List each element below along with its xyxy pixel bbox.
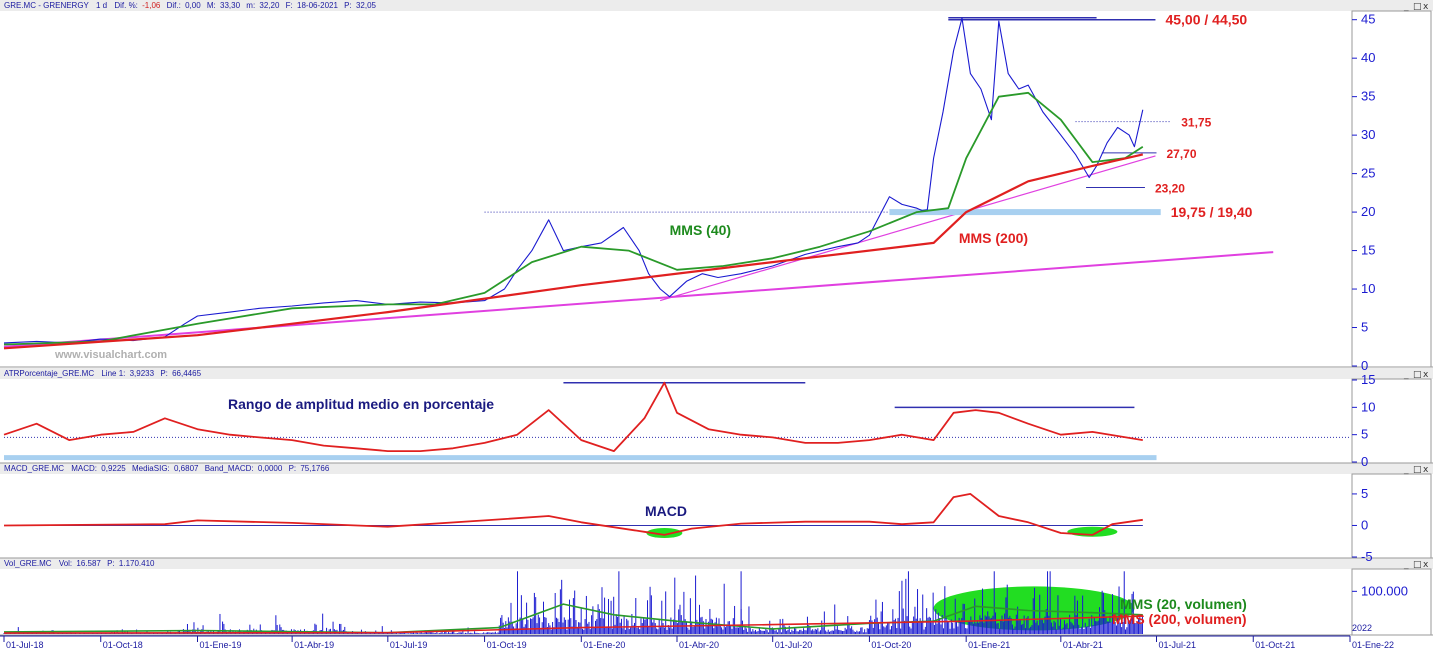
y-tick-label: 15 <box>1361 243 1375 258</box>
x-tick-label: 01-Oct-21 <box>1255 640 1295 650</box>
volume-panel-header: Vol_GRE.MC Vol: 16.587 P: 1.170.410 <box>4 559 155 568</box>
atr-restore-icon[interactable]: □ <box>1413 370 1422 380</box>
y-tick-label: 15 <box>1361 372 1375 387</box>
y-tick-label: 5 <box>1361 486 1368 501</box>
close-icon[interactable]: x <box>1423 2 1429 12</box>
x-tick-label: 01-Ene-22 <box>1352 640 1394 650</box>
level-label: 19,75 / 19,40 <box>1171 204 1253 220</box>
x-tick-label: 01-Ene-19 <box>199 640 241 650</box>
level-label: 45,00 / 44,50 <box>1165 12 1247 28</box>
y-tick-label: 0 <box>1361 454 1368 469</box>
volume-window-controls[interactable]: _ □ x <box>1403 560 1429 570</box>
level-label: 31,75 <box>1181 116 1211 130</box>
x-tick-label: 01-Abr-20 <box>679 640 719 650</box>
macd-restore-icon[interactable]: □ <box>1413 465 1422 475</box>
year-marker: 2022 <box>1352 623 1372 633</box>
atr-panel-header: ATRPorcentaje_GRE.MC Line 1: 3,9233 P: 6… <box>4 369 202 378</box>
y-tick-label: 10 <box>1361 281 1375 296</box>
atr-minimize-icon[interactable]: _ <box>1403 370 1409 380</box>
level-label: 23,20 <box>1155 181 1185 195</box>
y-tick-label: -5 <box>1361 549 1373 564</box>
macd-panel-header: MACD_GRE.MC MACD: 0,9225 MediaSIG: 0,680… <box>4 464 330 473</box>
mms200-label: MMS (200) <box>959 230 1028 246</box>
macd-annotation: MACD <box>645 503 687 519</box>
x-tick-label: 01-Ene-20 <box>583 640 625 650</box>
y-tick-label: 0 <box>1361 517 1368 532</box>
y-tick-label: 100.000 <box>1361 583 1408 598</box>
x-tick-label: 01-Jul-19 <box>390 640 428 650</box>
level-label: 27,70 <box>1167 147 1197 161</box>
vol-close-icon[interactable]: x <box>1423 560 1429 570</box>
price-window-controls[interactable]: _ □ x <box>1403 2 1429 12</box>
y-tick-label: 5 <box>1361 427 1368 442</box>
x-tick-label: 01-Jul-20 <box>775 640 813 650</box>
legend-vol20: MMS (20, volumen) <box>1120 596 1247 612</box>
macd-window-controls[interactable]: _ □ x <box>1403 465 1429 475</box>
minimize-icon[interactable]: _ <box>1403 2 1409 12</box>
volume-y-axis: 100.000 <box>1352 583 1408 598</box>
x-tick-label: 01-Oct-19 <box>487 640 527 650</box>
y-tick-label: 5 <box>1361 320 1368 335</box>
y-tick-label: 10 <box>1361 399 1375 414</box>
y-tick-label: 45 <box>1361 12 1375 27</box>
y-tick-label: 30 <box>1361 127 1375 142</box>
y-tick-label: 20 <box>1361 204 1375 219</box>
y-tick-label: 25 <box>1361 166 1375 181</box>
x-tick-label: 01-Oct-20 <box>871 640 911 650</box>
y-tick-label: 35 <box>1361 89 1375 104</box>
mms40-label: MMS (40) <box>670 222 731 238</box>
macd-close-icon[interactable]: x <box>1423 465 1429 475</box>
atr-annotation: Rango de amplitud medio en porcentaje <box>228 396 494 412</box>
panel-header-bar-1 <box>0 368 1433 379</box>
y-tick-label: 0 <box>1361 358 1368 373</box>
x-tick-label: 01-Abr-19 <box>294 640 334 650</box>
atr-band <box>4 455 1157 460</box>
x-tick-label: 01-Jul-21 <box>1159 640 1197 650</box>
atr-window-controls[interactable]: _ □ x <box>1403 370 1429 380</box>
panel-header-bar-3 <box>0 558 1433 569</box>
x-tick-label: 01-Abr-21 <box>1063 640 1103 650</box>
x-tick-label: 01-Oct-18 <box>103 640 143 650</box>
macd-minimize-icon[interactable]: _ <box>1403 465 1409 475</box>
atr-close-icon[interactable]: x <box>1423 370 1429 380</box>
axis-frame-1 <box>1352 379 1431 463</box>
restore-icon[interactable]: □ <box>1413 2 1422 12</box>
price-panel-header: GRE.MC - GRENERGY 1 d Dif. %: -1,06 Dif.… <box>4 1 377 10</box>
legend-vol200: MMS (200, volumen) <box>1112 611 1247 627</box>
vol-restore-icon[interactable]: □ <box>1413 560 1422 570</box>
watermark: www.visualchart.com <box>54 349 167 361</box>
y-tick-label: 40 <box>1361 50 1375 65</box>
x-tick-label: 01-Ene-21 <box>968 640 1010 650</box>
x-tick-label: 01-Jul-18 <box>6 640 44 650</box>
vol-minimize-icon[interactable]: _ <box>1403 560 1409 570</box>
